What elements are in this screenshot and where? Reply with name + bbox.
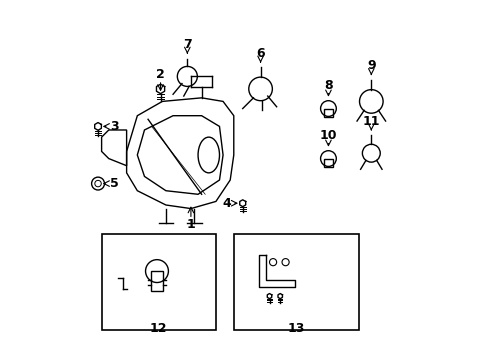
- Text: 1: 1: [186, 218, 195, 231]
- Text: 13: 13: [287, 322, 305, 335]
- Text: 12: 12: [150, 322, 167, 335]
- Text: 2: 2: [156, 68, 164, 81]
- Text: 10: 10: [319, 129, 337, 142]
- Text: 7: 7: [183, 38, 191, 51]
- Text: 9: 9: [366, 59, 375, 72]
- Bar: [324, 158, 332, 167]
- Text: 3: 3: [110, 120, 118, 133]
- Text: 8: 8: [324, 79, 332, 92]
- Bar: [151, 271, 163, 291]
- Text: 6: 6: [256, 47, 264, 60]
- Text: 4: 4: [222, 197, 230, 210]
- Text: 11: 11: [362, 114, 379, 127]
- Text: 5: 5: [109, 177, 118, 190]
- Bar: [324, 109, 332, 117]
